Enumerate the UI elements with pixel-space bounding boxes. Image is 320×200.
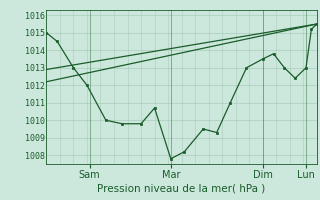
X-axis label: Pression niveau de la mer( hPa ): Pression niveau de la mer( hPa ): [98, 184, 266, 194]
